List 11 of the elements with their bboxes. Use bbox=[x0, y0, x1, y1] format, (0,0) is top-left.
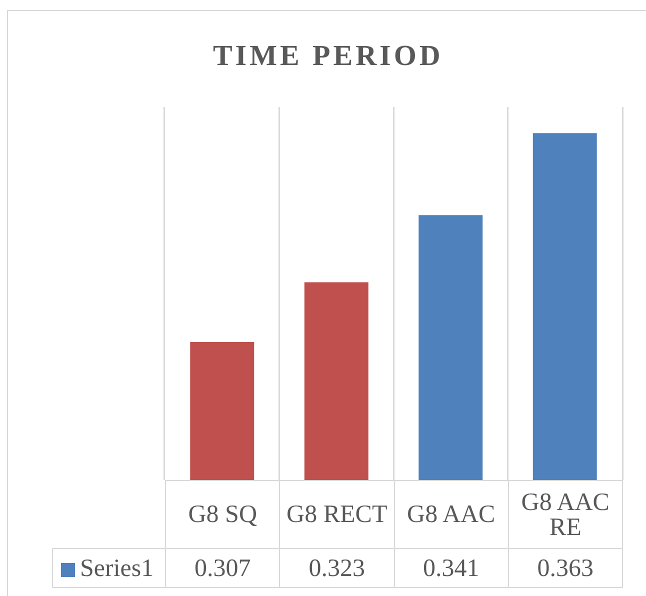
data-label: 0.307 bbox=[166, 548, 280, 588]
data-label: 0.341 bbox=[394, 548, 508, 588]
data-label: 0.323 bbox=[280, 548, 394, 588]
x-tick-label: G8 AAC bbox=[394, 480, 508, 548]
chart-title: TIME PERIOD bbox=[212, 40, 444, 72]
data-label: 0.363 bbox=[508, 548, 622, 588]
x-tick-label: G8 AAC RE bbox=[508, 480, 622, 548]
legend-label: Series1 bbox=[80, 554, 154, 582]
value-table: G8 SQ G8 RECT G8 AAC G8 AAC RE Series1 0.307 0.323 0.341 0.363 bbox=[52, 480, 623, 588]
x-tick-label: G8 RECT bbox=[280, 480, 394, 548]
x-tick-label: G8 SQ bbox=[166, 480, 280, 548]
